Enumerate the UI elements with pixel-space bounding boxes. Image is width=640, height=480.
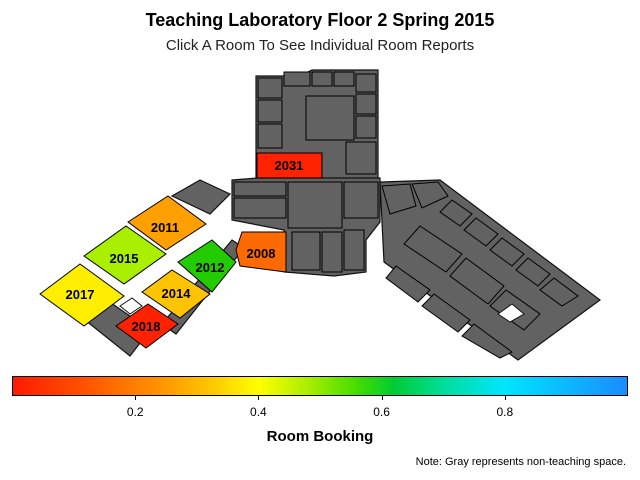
color-scale-tick-label: 0.8: [496, 405, 514, 419]
room-2012-label: 2012: [196, 260, 225, 275]
room-2011-shape[interactable]: [127, 195, 207, 251]
color-scale-tick: [258, 396, 260, 400]
room-2018[interactable]: 2018: [115, 303, 179, 349]
color-scale-tick: [504, 396, 506, 400]
room-2015[interactable]: 2015: [83, 225, 167, 285]
room-2031-label: 2031: [275, 158, 304, 173]
room-2017-label: 2017: [66, 287, 95, 302]
room-2017-shape[interactable]: [39, 263, 125, 327]
room-2014-shape[interactable]: [141, 269, 211, 319]
color-scale-tick: [381, 396, 383, 400]
room-2017[interactable]: 2017: [39, 263, 125, 327]
room-2015-label: 2015: [110, 251, 139, 266]
central-core: [231, 177, 381, 277]
room-2011[interactable]: 2011: [127, 195, 207, 251]
room-2012[interactable]: 2012: [177, 239, 237, 293]
room-2012-shape[interactable]: [177, 239, 237, 293]
color-scale-tick-label: 0.6: [373, 405, 390, 419]
room-2014[interactable]: 2014: [141, 269, 211, 319]
legend-note: Note: Gray represents non-teaching space…: [415, 456, 626, 468]
page-subtitle: Click A Room To See Individual Room Repo…: [165, 37, 475, 54]
room-2008-shape[interactable]: [235, 231, 287, 273]
room-booking-color-scale: [12, 376, 628, 396]
room-2018-label: 2018: [132, 319, 161, 334]
right-wing: [379, 179, 602, 361]
room-2031-shape[interactable]: [256, 152, 323, 179]
room-2011-label: 2011: [151, 220, 179, 235]
room-2018-shape[interactable]: [115, 303, 179, 349]
floor-plan-map: 2031 2011 2015 2012 2008 2017 2014 2018: [39, 69, 602, 361]
color-scale-tick: [135, 396, 137, 400]
color-scale-title: Room Booking: [266, 428, 374, 445]
room-2014-label: 2014: [162, 286, 192, 301]
room-2015-shape[interactable]: [83, 225, 167, 285]
room-2008-label: 2008: [247, 246, 276, 261]
room-2031[interactable]: 2031: [256, 152, 323, 179]
room-2008[interactable]: 2008: [235, 231, 287, 273]
color-scale-tick-label: 0.2: [126, 405, 144, 419]
page-title: Teaching Laboratory Floor 2 Spring 2015: [145, 10, 495, 30]
color-scale-tick-label: 0.4: [250, 405, 267, 419]
